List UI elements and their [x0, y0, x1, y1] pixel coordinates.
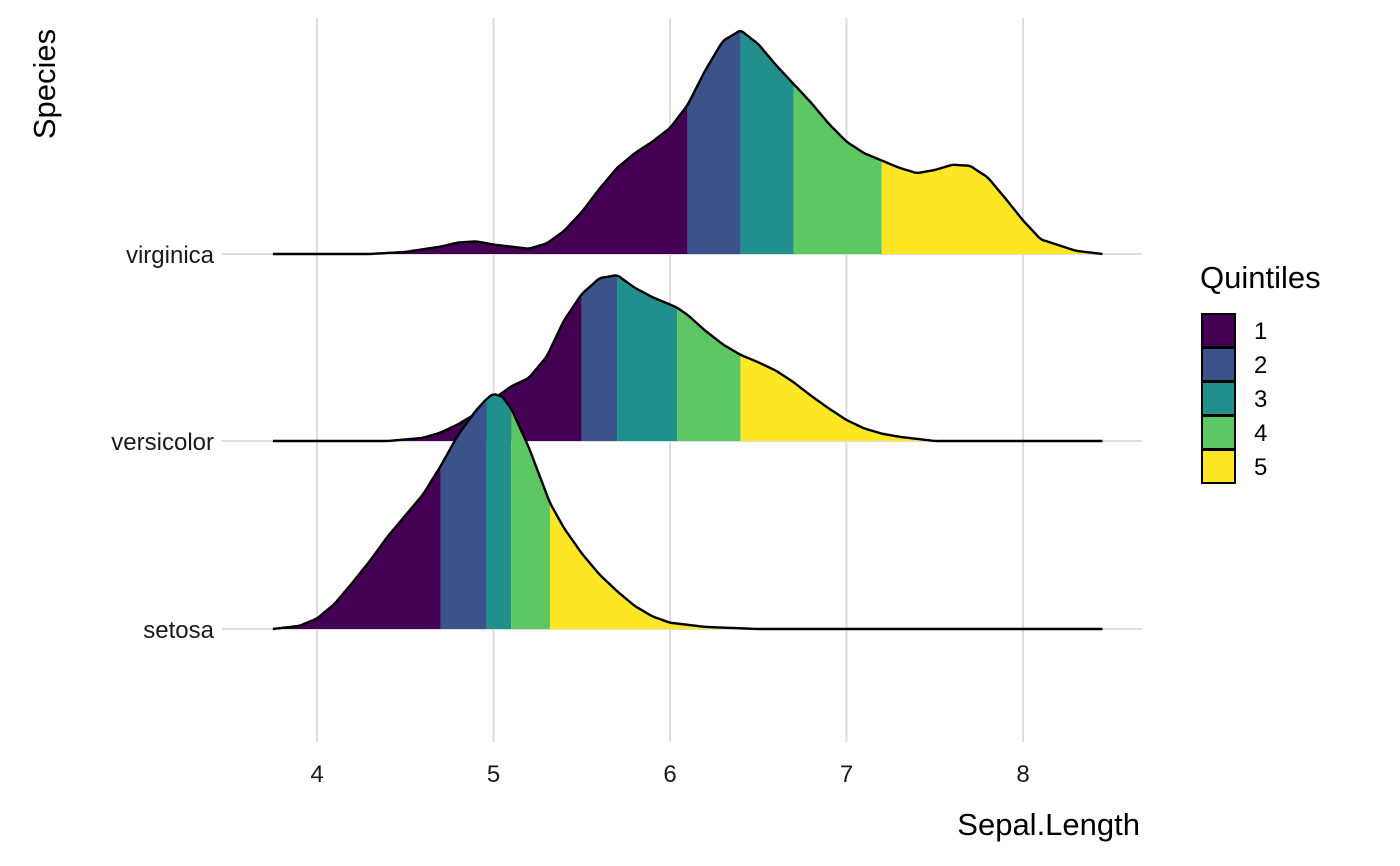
legend-key-4 — [1201, 415, 1236, 450]
y-tick-labels: setosa versicolor virginica — [111, 242, 214, 644]
x-tick-label: 7 — [840, 761, 853, 788]
y-tick-label-versicolor: versicolor — [111, 429, 214, 456]
ridge-virginica — [272, 30, 1103, 256]
ridge-versicolor — [272, 274, 1103, 443]
ridge-virginica-quintile-1 — [272, 104, 688, 255]
ridge-virginica-outline — [272, 30, 1103, 256]
ridge-setosa-quintile-2 — [440, 399, 487, 629]
legend-label-1: 1 — [1254, 318, 1267, 345]
ridge-versicolor-quintile-1 — [272, 294, 582, 441]
legend-label-4: 4 — [1254, 420, 1267, 447]
legend-key-1 — [1201, 313, 1236, 348]
legend-key-2 — [1201, 347, 1236, 382]
legend-items: 1 2 3 4 5 — [1201, 313, 1267, 484]
legend-label-5: 5 — [1254, 454, 1267, 481]
legend: Quintiles 1 2 3 4 5 — [1200, 260, 1321, 484]
x-tick-label: 6 — [663, 761, 676, 788]
ridge-virginica-quintile-5 — [881, 160, 1103, 254]
x-tick-label: 8 — [1016, 761, 1029, 788]
legend-label-3: 3 — [1254, 386, 1267, 413]
ridge-setosa-quintile-3 — [486, 393, 512, 629]
ridge-virginica-quintile-4 — [793, 83, 882, 255]
ridge-versicolor-quintile-3 — [617, 275, 678, 441]
y-axis-title: Species — [27, 29, 62, 139]
y-tick-label-setosa: setosa — [143, 617, 214, 644]
x-tick-label: 5 — [487, 761, 500, 788]
ridge-layer — [272, 30, 1103, 631]
ridge-virginica-quintile-2 — [687, 30, 741, 254]
x-axis-title: Sepal.Length — [957, 807, 1140, 842]
x-tick-labels: 4 5 6 7 8 — [310, 761, 1029, 788]
ridge-setosa-quintile-5 — [549, 503, 1103, 629]
ridge-versicolor-quintile-4 — [677, 307, 741, 441]
ridge-virginica-quintile-3 — [740, 30, 794, 254]
legend-key-3 — [1201, 381, 1236, 416]
legend-title: Quintiles — [1200, 260, 1321, 295]
ridge-versicolor-outline — [272, 274, 1103, 443]
ridge-setosa — [272, 393, 1103, 631]
x-tick-label: 4 — [310, 761, 323, 788]
ridge-setosa-outline — [272, 393, 1103, 631]
legend-label-2: 2 — [1254, 352, 1267, 379]
ridge-setosa-quintile-4 — [511, 408, 550, 629]
ridge-versicolor-quintile-2 — [581, 275, 618, 441]
y-tick-label-virginica: virginica — [126, 242, 215, 269]
legend-key-5 — [1201, 449, 1236, 484]
ridge-setosa-quintile-1 — [272, 466, 441, 629]
ridge-versicolor-quintile-5 — [740, 354, 1103, 441]
